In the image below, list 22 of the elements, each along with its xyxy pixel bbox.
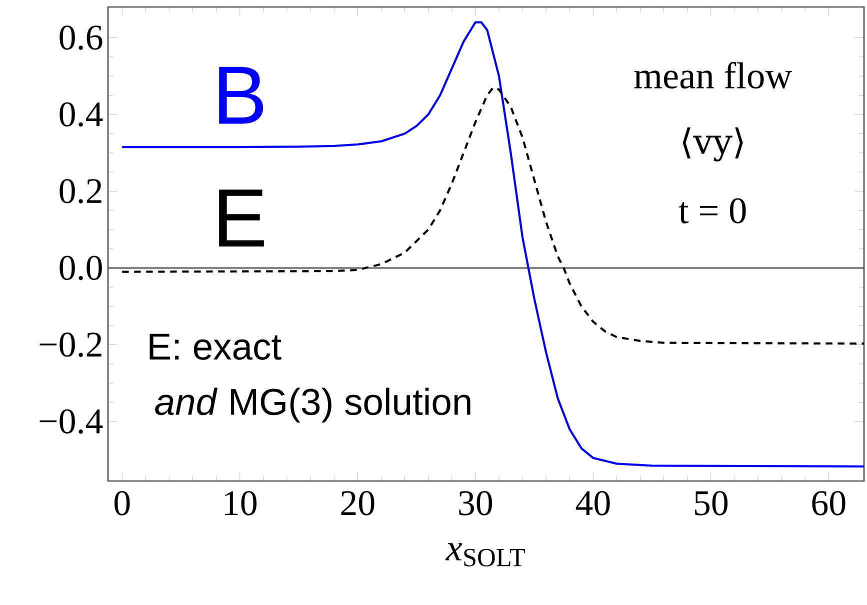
x-axis-title: x$_{SOLT}$	[445, 543, 526, 566]
y-tick-label: 0.0	[60, 256, 102, 280]
x-tick-label: 30	[459, 491, 492, 516]
x-tick-label: 0	[114, 491, 130, 516]
x-tick-label: 60	[812, 491, 846, 516]
annotation: t = 0	[678, 198, 746, 224]
y-tick-label: 0.4	[60, 102, 103, 127]
series-label: E	[219, 190, 264, 247]
annotation: and MG(3) solution	[155, 388, 470, 423]
annotation: mean flow	[634, 62, 792, 89]
x-tick-label: 50	[695, 491, 728, 516]
x-tick-label: 10	[225, 491, 257, 516]
line-series	[121, 21, 866, 468]
annotation: ⟨vy⟩	[682, 127, 743, 162]
y-tick-label: 0.6	[60, 25, 102, 50]
series-label: B	[219, 66, 264, 124]
y-tick-label: −0.2	[40, 332, 102, 357]
y-tick-label: −0.4	[40, 409, 103, 434]
x-tick-label: 20	[341, 491, 374, 516]
y-tick-label: 0.2	[60, 178, 102, 204]
x-tick-label: 40	[576, 491, 610, 516]
annotation: E: exact	[150, 334, 282, 360]
